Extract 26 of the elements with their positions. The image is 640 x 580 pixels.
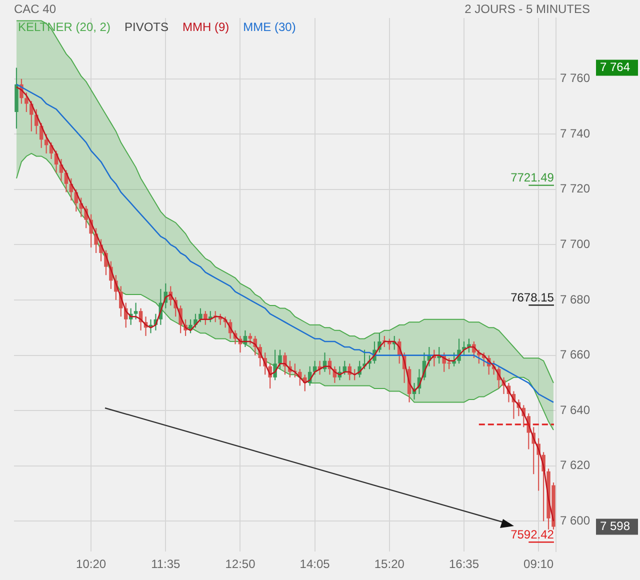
text: MMH (9) — [182, 20, 230, 34]
y-tick-label: 7 680 — [560, 292, 590, 306]
x-tick-label: 16:35 — [448, 557, 480, 572]
x-tick-label: 12:50 — [225, 557, 256, 572]
x-tick-label: 10:20 — [76, 557, 106, 572]
x-tick-label: 15:20 — [374, 557, 405, 572]
y-tick-label: 7 660 — [560, 348, 590, 362]
text: MME (30) — [243, 20, 296, 34]
y-tick-label: 7 720 — [560, 182, 590, 196]
ref-line-label: 7592.42 — [510, 527, 554, 542]
ref-line-label: 7678.15 — [510, 290, 554, 304]
y-tick-label: 7 760 — [560, 71, 590, 86]
y-tick-label: 7 740 — [560, 126, 590, 140]
y-tick-label: 7 700 — [560, 237, 590, 252]
text: 7 764 — [600, 60, 630, 74]
x-tick-label: 09:10 — [524, 557, 554, 572]
y-tick-label: 7 600 — [560, 514, 590, 528]
chart-subtitle: 2 JOURS - 5 MINUTES — [464, 2, 590, 16]
text: 7 598 — [600, 519, 630, 534]
chart-title: CAC 40 — [14, 2, 56, 16]
x-tick-label: 14:05 — [300, 557, 330, 572]
annotation: PIVOTS — [124, 20, 168, 34]
y-tick-label: 7 620 — [560, 458, 590, 472]
ref-line-label: 7721.49 — [510, 170, 554, 185]
x-tick-label: 11:35 — [151, 557, 181, 572]
y-tick-label: 7 640 — [560, 402, 590, 417]
